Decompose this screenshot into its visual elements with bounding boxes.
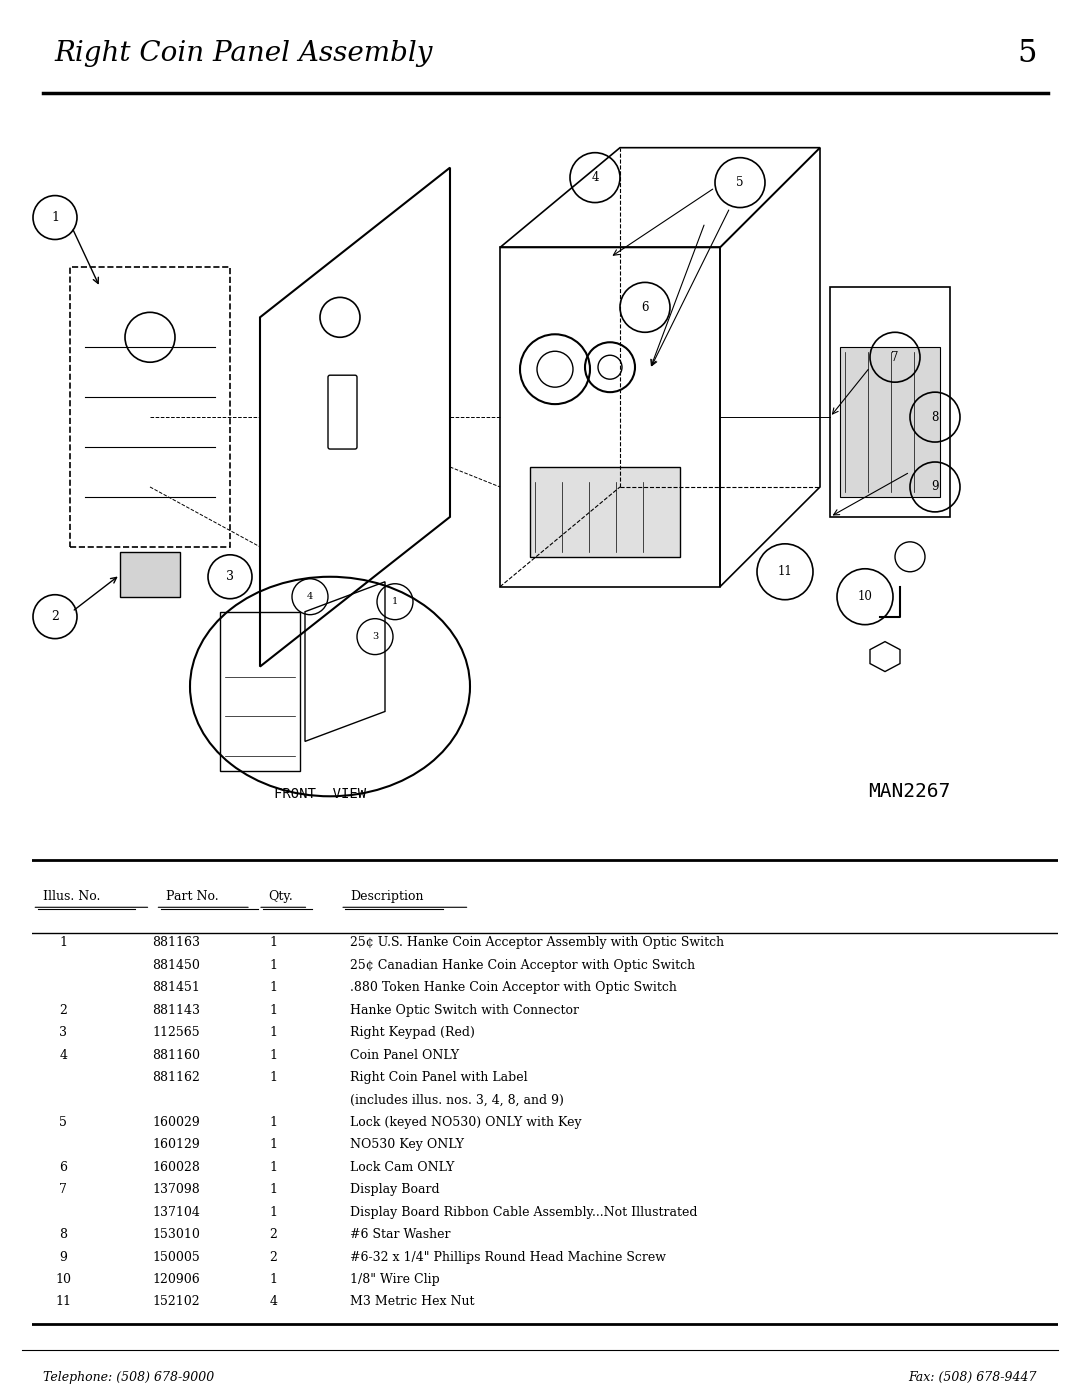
Text: 1: 1 [270,1004,278,1017]
Text: 8: 8 [59,1228,67,1241]
Text: 1: 1 [270,1161,278,1173]
Text: FRONT  VIEW: FRONT VIEW [274,788,366,802]
Text: 160129: 160129 [152,1139,200,1151]
Text: 153010: 153010 [152,1228,200,1241]
Text: 1/8" Wire Clip: 1/8" Wire Clip [350,1273,441,1287]
Text: 8: 8 [931,411,939,423]
Text: Right Coin Panel with Label: Right Coin Panel with Label [350,1071,528,1084]
Text: 152102: 152102 [152,1295,200,1309]
Text: Description: Description [350,890,424,902]
Text: 2: 2 [270,1228,278,1241]
Text: M3 Metric Hex Nut: M3 Metric Hex Nut [350,1295,475,1309]
Text: 4: 4 [307,592,313,601]
Text: NO530 Key ONLY: NO530 Key ONLY [350,1139,464,1151]
Text: Fax: (508) 678-9447: Fax: (508) 678-9447 [908,1370,1037,1384]
Text: Illus. No.: Illus. No. [43,890,100,902]
Text: 1: 1 [270,1116,278,1129]
Text: 120906: 120906 [152,1273,200,1287]
Text: Qty.: Qty. [268,890,293,902]
Text: 5: 5 [1017,38,1037,70]
Text: Right Coin Panel Assembly: Right Coin Panel Assembly [54,41,432,67]
Text: 1: 1 [270,1027,278,1039]
Text: 1: 1 [270,1049,278,1062]
Text: Display Board: Display Board [350,1183,440,1196]
Bar [840,348,940,497]
Text: 1: 1 [392,597,399,606]
Text: 4: 4 [59,1049,67,1062]
Text: 881450: 881450 [152,958,200,972]
Text: 4: 4 [591,170,598,184]
Text: 3: 3 [226,570,234,584]
Text: 1: 1 [59,936,67,950]
Text: 5: 5 [737,176,744,189]
Text: 2: 2 [59,1004,67,1017]
Text: 1: 1 [270,936,278,950]
Text: .880 Token Hanke Coin Acceptor with Optic Switch: .880 Token Hanke Coin Acceptor with Opti… [350,981,677,995]
Text: 7: 7 [891,351,899,363]
Text: 25¢ U.S. Hanke Coin Acceptor Assembly with Optic Switch: 25¢ U.S. Hanke Coin Acceptor Assembly wi… [350,936,725,950]
Bar [120,552,180,597]
Text: 881163: 881163 [152,936,200,950]
Text: Part No.: Part No. [166,890,218,902]
Bar [70,267,230,546]
Text: 137104: 137104 [152,1206,200,1218]
Text: 6: 6 [59,1161,67,1173]
Text: 2: 2 [51,610,59,623]
Bar [530,467,680,557]
Text: #6-32 x 1/4" Phillips Round Head Machine Screw: #6-32 x 1/4" Phillips Round Head Machine… [350,1250,666,1263]
Text: 10: 10 [55,1273,71,1287]
Text: MAN2267: MAN2267 [867,782,950,802]
Text: 3: 3 [59,1027,67,1039]
Text: Coin Panel ONLY: Coin Panel ONLY [350,1049,460,1062]
Text: Lock Cam ONLY: Lock Cam ONLY [350,1161,455,1173]
Text: 1: 1 [270,1071,278,1084]
Text: 112565: 112565 [152,1027,200,1039]
Text: #6 Star Washer: #6 Star Washer [350,1228,451,1241]
Text: 1: 1 [270,958,278,972]
Text: Lock (keyed NO530) ONLY with Key: Lock (keyed NO530) ONLY with Key [350,1116,582,1129]
Text: 10: 10 [858,590,873,604]
Text: Display Board Ribbon Cable Assembly...Not Illustrated: Display Board Ribbon Cable Assembly...No… [350,1206,698,1218]
Text: 881143: 881143 [152,1004,200,1017]
Text: 9: 9 [59,1250,67,1263]
Text: 9: 9 [931,481,939,493]
Text: Telephone: (508) 678-9000: Telephone: (508) 678-9000 [43,1370,215,1384]
Text: 160028: 160028 [152,1161,200,1173]
Text: 150005: 150005 [152,1250,200,1263]
Text: 5: 5 [59,1116,67,1129]
Text: 160029: 160029 [152,1116,200,1129]
Text: 2: 2 [270,1250,278,1263]
Text: 881162: 881162 [152,1071,200,1084]
Text: 1: 1 [51,211,59,224]
Text: 11: 11 [778,566,793,578]
Text: 4: 4 [270,1295,278,1309]
Text: 1: 1 [270,1139,278,1151]
Text: 1: 1 [270,1183,278,1196]
Text: 137098: 137098 [152,1183,200,1196]
Text: 6: 6 [642,300,649,314]
Text: 1: 1 [270,1273,278,1287]
Text: 1: 1 [270,981,278,995]
Text: 25¢ Canadian Hanke Coin Acceptor with Optic Switch: 25¢ Canadian Hanke Coin Acceptor with Op… [350,958,696,972]
Text: 11: 11 [55,1295,71,1309]
Text: 3: 3 [372,631,378,641]
Text: Right Keypad (Red): Right Keypad (Red) [350,1027,475,1039]
Text: 7: 7 [59,1183,67,1196]
Text: (includes illus. nos. 3, 4, 8, and 9): (includes illus. nos. 3, 4, 8, and 9) [350,1094,565,1106]
Text: 881451: 881451 [152,981,200,995]
Text: 881160: 881160 [152,1049,200,1062]
Text: 1: 1 [270,1206,278,1218]
Text: Hanke Optic Switch with Connector: Hanke Optic Switch with Connector [350,1004,580,1017]
